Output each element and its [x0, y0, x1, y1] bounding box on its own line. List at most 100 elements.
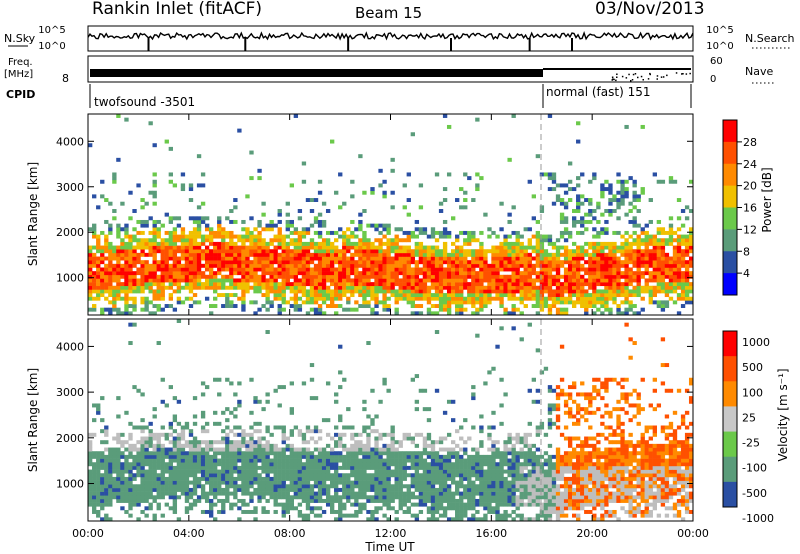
power-cell	[588, 201, 593, 206]
power-cell	[680, 282, 686, 287]
power-cell	[628, 176, 633, 181]
velocity-cell	[350, 484, 355, 489]
velocity-cell	[217, 392, 222, 397]
velocity-cell	[160, 458, 165, 463]
power-cell	[144, 307, 149, 312]
power-cell	[451, 271, 456, 276]
velocity-cell	[313, 425, 319, 430]
velocity-cell	[434, 454, 440, 459]
velocity-cell	[446, 487, 452, 492]
power-cell	[467, 230, 472, 235]
velocity-cell	[277, 476, 282, 481]
power-cell	[426, 252, 432, 257]
power-cell	[479, 249, 484, 254]
velocity-cell	[249, 458, 254, 463]
velocity-cell	[362, 429, 367, 434]
power-cell	[301, 179, 307, 184]
velocity-cell	[273, 465, 278, 470]
power-cell	[293, 245, 299, 250]
power-cell	[487, 285, 492, 290]
power-cell	[644, 278, 649, 283]
power-cell	[402, 293, 407, 298]
power-cell	[390, 285, 395, 290]
power-cell	[455, 304, 460, 308]
velocity-cell	[120, 462, 125, 467]
velocity-cell	[277, 469, 282, 474]
power-cell	[112, 289, 117, 294]
power-cell	[152, 252, 157, 257]
power-cell	[362, 238, 367, 243]
velocity-cell	[156, 341, 161, 346]
power-cell	[317, 311, 323, 316]
velocity-cell	[394, 465, 399, 470]
velocity-cell	[221, 498, 226, 503]
power-cell	[386, 223, 391, 228]
velocity-cell	[116, 480, 121, 485]
power-cell	[479, 307, 484, 312]
velocity-cell	[370, 465, 375, 470]
power-cell	[225, 267, 230, 272]
power-cell	[88, 307, 93, 312]
power-cell	[640, 227, 645, 232]
power-cell	[567, 293, 573, 298]
power-cell	[632, 274, 637, 279]
power-cell	[543, 282, 549, 287]
power-cell	[156, 285, 161, 290]
velocity-cell	[209, 476, 214, 481]
power-cell	[596, 245, 601, 250]
power-cell	[406, 271, 411, 276]
velocity-cell	[148, 487, 153, 492]
power-cell	[644, 252, 649, 257]
power-cell	[636, 234, 641, 239]
power-cell	[378, 230, 383, 235]
power-cell	[338, 249, 343, 254]
power-cell	[555, 249, 561, 254]
power-cell	[543, 256, 549, 261]
power-cell	[200, 252, 206, 257]
power-cell	[120, 201, 125, 206]
velocity-cell	[342, 447, 347, 452]
power-cell	[382, 234, 387, 239]
velocity-cell	[471, 484, 476, 489]
velocity-cell	[200, 381, 206, 386]
velocity-cell	[459, 465, 464, 470]
velocity-cell	[382, 432, 387, 437]
power-cell	[535, 311, 541, 316]
power-cell	[366, 289, 371, 294]
velocity-cell	[112, 454, 117, 459]
power-cell	[354, 282, 359, 287]
velocity-cell	[321, 491, 327, 496]
power-cell	[547, 282, 553, 287]
power-cell	[567, 278, 573, 283]
power-cell	[624, 260, 629, 265]
velocity-cell	[277, 454, 282, 459]
power-cell	[584, 307, 589, 312]
velocity-cell	[325, 432, 331, 437]
power-cell	[104, 219, 109, 224]
velocity-cell	[414, 407, 420, 412]
velocity-cell	[148, 429, 153, 434]
velocity-cell	[386, 480, 391, 485]
power-cell	[100, 249, 105, 254]
power-cell	[269, 252, 274, 257]
power-cell	[676, 311, 682, 316]
power-cell	[305, 293, 311, 298]
velocity-cell	[378, 432, 383, 437]
power-cell	[277, 282, 282, 287]
velocity-cell	[265, 443, 270, 448]
power-cell	[503, 282, 508, 287]
velocity-cell	[334, 458, 339, 463]
power-cell	[567, 230, 573, 235]
velocity-cell	[172, 440, 178, 445]
power-cell	[563, 256, 569, 261]
velocity-cell	[144, 447, 149, 452]
power-cell	[132, 271, 137, 276]
power-cell	[632, 304, 637, 308]
power-cell	[487, 267, 492, 272]
power-cell	[237, 278, 242, 283]
power-cell	[374, 271, 379, 276]
velocity-cell	[176, 451, 182, 456]
velocity-cell	[321, 487, 327, 492]
power-cell	[676, 249, 682, 254]
power-cell	[132, 307, 137, 312]
